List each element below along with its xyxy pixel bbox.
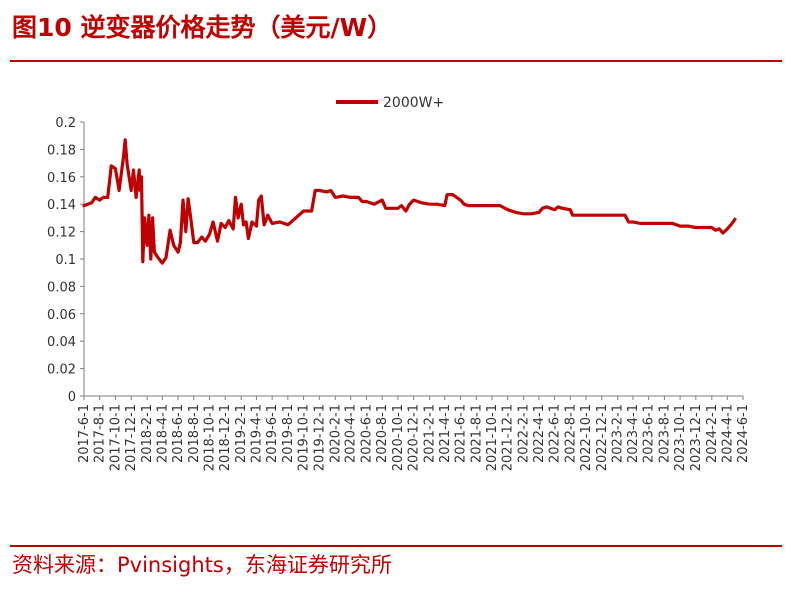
x-axis: 2017-6-1 2017-8-1 2017-10-1 2017-12-1 2018-2…	[77, 395, 751, 471]
x-tick-label: 2019-2-1	[234, 404, 249, 463]
x-tick-label: 2021-12-1	[501, 404, 516, 471]
x-tick-label: 2019-10-1	[297, 404, 312, 471]
y-tick-label: 0.04	[47, 335, 76, 350]
x-tick-label: 2018-8-1	[187, 404, 202, 463]
x-tick-label: 2024-4-1	[720, 404, 735, 463]
x-tick-label: 2023-2-1	[611, 404, 626, 463]
x-tick-label: 2017-10-1	[108, 404, 123, 471]
x-tick-label: 2021-8-1	[469, 404, 484, 463]
x-tick-label: 2022-4-1	[532, 404, 547, 463]
y-tick-label: 0.2	[55, 116, 76, 131]
x-tick-label: 2023-10-1	[673, 404, 688, 471]
y-axis: 0 0.02 0.04 0.06 0.08 0.1 0.12 0.14 0.16 0.18 0.2	[47, 116, 85, 405]
x-tick-label: 2020-8-1	[375, 404, 390, 463]
x-tick-label: 2018-4-1	[155, 404, 170, 463]
x-tick-label: 2022-10-1	[579, 404, 594, 471]
title-divider	[10, 60, 782, 62]
x-tick-label: 2017-12-1	[124, 404, 139, 471]
x-tick-label: 2023-8-1	[657, 404, 672, 463]
x-tick-label: 2020-4-1	[344, 404, 359, 463]
source-note: 资料来源：Pvinsights，东海证券研究所	[12, 553, 392, 577]
source-divider	[10, 545, 782, 547]
x-tick-label: 2024-6-1	[736, 404, 751, 463]
x-tick-label: 2023-4-1	[626, 404, 641, 463]
x-tick-label: 2019-8-1	[281, 404, 296, 463]
x-tick-label: 2020-2-1	[328, 404, 343, 463]
x-tick-label: 2020-10-1	[391, 404, 406, 471]
line-chart: 2000W+ 00.020.040.060.080.10.120.140.160…	[47, 95, 751, 471]
x-tick-label: 2022-2-1	[517, 404, 532, 463]
y-tick-label: 0.02	[47, 363, 76, 378]
x-tick-label: 2018-10-1	[203, 404, 218, 471]
x-tick-label: 2022-6-1	[548, 404, 563, 463]
x-tick-label: 2018-6-1	[171, 404, 186, 463]
x-tick-label: 2020-12-1	[407, 404, 422, 471]
y-tick-label: 0.1	[55, 253, 76, 268]
x-tick-label: 2019-6-1	[265, 404, 280, 463]
chart-title: 图10 逆变器价格走势（美元/W）	[12, 13, 393, 42]
x-tick-label: 2019-4-1	[249, 404, 264, 463]
x-tick-label: 2017-6-1	[77, 404, 92, 463]
x-tick-label: 2018-2-1	[140, 404, 155, 463]
x-tick-label: 2021-2-1	[423, 404, 438, 463]
y-tick-label: 0.16	[47, 171, 76, 186]
series-layer	[82, 138, 737, 265]
x-tick-label: 2021-6-1	[454, 404, 469, 463]
y-tick-label: 0.12	[47, 226, 76, 241]
x-tick-label: 2021-4-1	[438, 404, 453, 463]
x-tick-label: 2020-6-1	[359, 404, 374, 463]
x-tick-label: 2023-12-1	[689, 404, 704, 471]
y-tick-label: 0.14	[47, 198, 76, 213]
x-tick-label: 2021-10-1	[485, 404, 500, 471]
series-line	[82, 138, 737, 265]
x-tick-label: 2019-12-1	[312, 404, 327, 471]
x-tick-label: 2022-8-1	[563, 404, 578, 463]
x-tick-label: 2022-12-1	[595, 404, 610, 471]
y-tick-label: 0.18	[47, 143, 76, 158]
x-tick-label: 2018-12-1	[218, 404, 233, 471]
y-tick-label: 0	[68, 390, 76, 405]
y-tick-label: 0.06	[47, 308, 76, 323]
y-tick-label: 0.08	[47, 280, 76, 295]
x-tick-label: 2024-2-1	[705, 404, 720, 463]
legend: 2000W+	[336, 95, 444, 111]
x-tick-label: 2017-8-1	[93, 404, 108, 463]
legend-label: 2000W+	[383, 95, 444, 111]
x-tick-label: 2023-6-1	[642, 404, 657, 463]
